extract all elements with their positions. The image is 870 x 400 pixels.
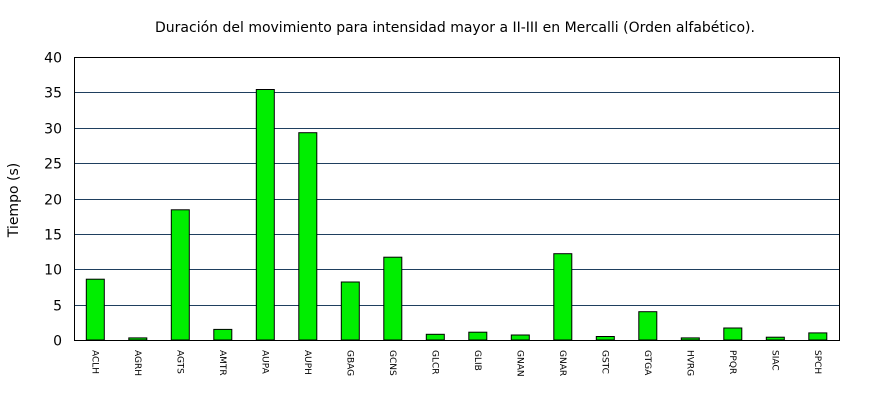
x-tick-label: SIAC: [769, 350, 779, 371]
x-tick-label: GSTC: [599, 350, 609, 374]
bar-gnar: [553, 253, 573, 341]
x-tick-label: GNAN: [514, 350, 524, 377]
bar-gcns: [383, 256, 403, 341]
y-tick-label: 5: [53, 299, 62, 315]
x-tick-label: GLIB: [472, 350, 482, 371]
bar-spch: [808, 332, 828, 341]
y-tick-label: 0: [53, 334, 62, 350]
x-tick-label: GLCR: [429, 350, 439, 375]
bar-siac: [765, 336, 785, 341]
y-tick-label: 30: [44, 122, 62, 138]
x-tick-label: AMTR: [217, 350, 227, 376]
bar-glcr: [425, 333, 445, 341]
y-tick-label: 20: [44, 193, 62, 209]
bar-ppqr: [723, 327, 743, 341]
x-tick-label: PPQR: [727, 350, 737, 374]
bar-agts: [170, 209, 190, 341]
bar-gnan: [510, 334, 530, 341]
bar-aupa: [255, 89, 275, 341]
x-tick-label: SPCH: [812, 350, 822, 374]
y-tick-label: 25: [44, 157, 62, 173]
bar-amtr: [213, 328, 233, 341]
bar-hvrg: [680, 337, 700, 341]
x-tick-label: GNAR: [557, 350, 567, 376]
grid-lines: [74, 92, 839, 306]
x-tick-label: GCNS: [387, 350, 397, 376]
bar-agrh: [128, 337, 148, 341]
y-tick-label: 15: [44, 228, 62, 244]
x-tick-label: AUPA: [259, 350, 269, 375]
x-tick-label: GBAG: [344, 350, 354, 376]
bars: [85, 89, 828, 341]
chart-title: Duración del movimiento para intensidad …: [155, 20, 755, 36]
bar-gtga: [638, 311, 658, 341]
y-tick-label: 40: [44, 51, 62, 67]
x-tick-label: GTGA: [642, 350, 652, 376]
x-tick-label: AUPH: [302, 350, 312, 375]
y-tick-label: 35: [44, 86, 62, 102]
y-tick-label: 10: [44, 263, 62, 279]
bar-auph: [298, 132, 318, 341]
bar-gbag: [340, 281, 360, 341]
x-tick-label: AGRH: [132, 350, 142, 376]
x-axis-ticks: ACLH AGRH AGTS AMTR AUPA AUPH GBAG GCNS GLCR GLIB…: [89, 350, 822, 377]
bar-gstc: [595, 336, 615, 341]
x-tick-label: AGTS: [174, 350, 184, 374]
y-axis-label: Tiempo (s): [6, 163, 22, 238]
bar-glib: [468, 331, 488, 341]
plot-frame: [74, 57, 840, 341]
x-tick-label: ACLH: [89, 350, 99, 374]
bar-aclh: [85, 278, 105, 341]
x-tick-label: HVRG: [684, 350, 694, 376]
y-axis-ticks: 0 5 10 15 20 25 30 35 40: [44, 51, 62, 350]
